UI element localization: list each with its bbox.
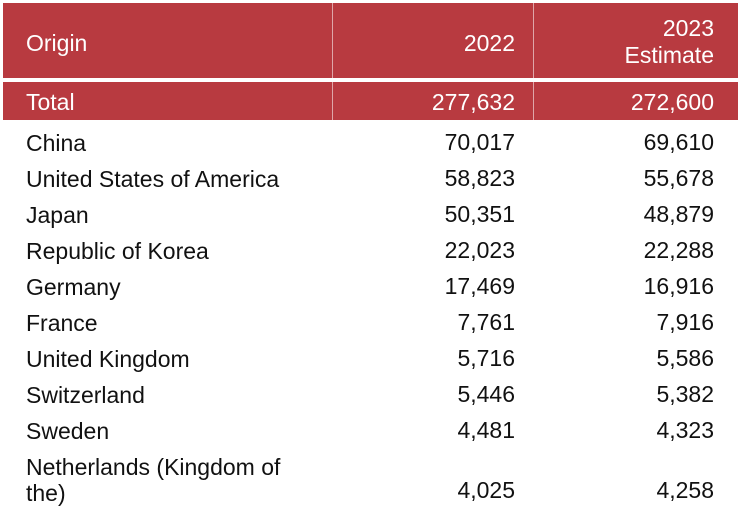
table-header-row: Origin 2022 2023 Estimate — [3, 3, 738, 78]
value-2022-cell: 22,023 — [444, 237, 515, 263]
total-2023: 272,600 — [630, 89, 714, 115]
header-2023-estimate-label: Estimate — [624, 42, 714, 68]
table-row: Japan 50,351 48,879 — [0, 198, 741, 234]
header-origin: Origin — [26, 30, 88, 56]
header-2022: 2022 — [463, 30, 515, 56]
table-row: Netherlands (Kingdom of the) 4,025 4,258 — [0, 450, 741, 510]
value-2022-cell: 5,716 — [457, 345, 515, 371]
total-row: Total 277,632 272,600 — [3, 82, 738, 120]
value-2023-cell: 48,879 — [643, 201, 714, 227]
origin-cell: Germany — [26, 274, 121, 300]
table-row: China 70,017 69,610 — [0, 126, 741, 162]
table-row: Germany 17,469 16,916 — [0, 270, 741, 306]
origin-cell: Switzerland — [26, 382, 145, 408]
table-row: United States of America 58,823 55,678 — [0, 162, 741, 198]
value-2023-cell: 7,916 — [656, 309, 714, 335]
value-2023-cell: 55,678 — [643, 165, 714, 191]
value-2023-cell: 69,610 — [643, 129, 714, 155]
total-label: Total — [26, 89, 75, 115]
column-divider — [332, 82, 333, 120]
value-2022-cell: 50,351 — [444, 201, 515, 227]
total-2022: 277,632 — [431, 89, 515, 115]
value-2022-cell: 4,481 — [457, 417, 515, 443]
origin-cell: Netherlands (Kingdom of the) — [26, 454, 281, 506]
origin-cell: United States of America — [26, 166, 280, 192]
value-2022-cell: 58,823 — [444, 165, 515, 191]
origin-cell: United Kingdom — [26, 346, 190, 372]
table-body: China 70,017 69,610 United States of Ame… — [0, 126, 741, 510]
value-2022-cell: 4,025 — [457, 477, 515, 503]
table-row: Sweden 4,481 4,323 — [0, 414, 741, 450]
value-2022-cell: 7,761 — [457, 309, 515, 335]
value-2022-cell: 5,446 — [457, 381, 515, 407]
value-2023-cell: 4,323 — [656, 417, 714, 443]
column-divider — [533, 3, 534, 78]
table-row: Republic of Korea 22,023 22,288 — [0, 234, 741, 270]
value-2023-cell: 5,382 — [656, 381, 714, 407]
table-row: France 7,761 7,916 — [0, 306, 741, 342]
value-2022-cell: 70,017 — [444, 129, 515, 155]
value-2022-cell: 17,469 — [444, 273, 515, 299]
table-row: Switzerland 5,446 5,382 — [0, 378, 741, 414]
table-row: United Kingdom 5,716 5,586 — [0, 342, 741, 378]
origin-cell: China — [26, 130, 87, 156]
value-2023-cell: 5,586 — [656, 345, 714, 371]
value-2023-cell: 22,288 — [643, 237, 714, 263]
column-divider — [533, 82, 534, 120]
origin-cell: Sweden — [26, 418, 110, 444]
header-2023-estimate: 2023 Estimate — [625, 15, 714, 69]
origin-cell: France — [26, 310, 98, 336]
origin-cell: Japan — [26, 202, 89, 228]
origin-cell: Republic of Korea — [26, 238, 209, 264]
value-2023-cell: 4,258 — [656, 477, 714, 503]
column-divider — [332, 3, 333, 78]
value-2023-cell: 16,916 — [643, 273, 714, 299]
header-2023-year: 2023 — [662, 15, 714, 41]
